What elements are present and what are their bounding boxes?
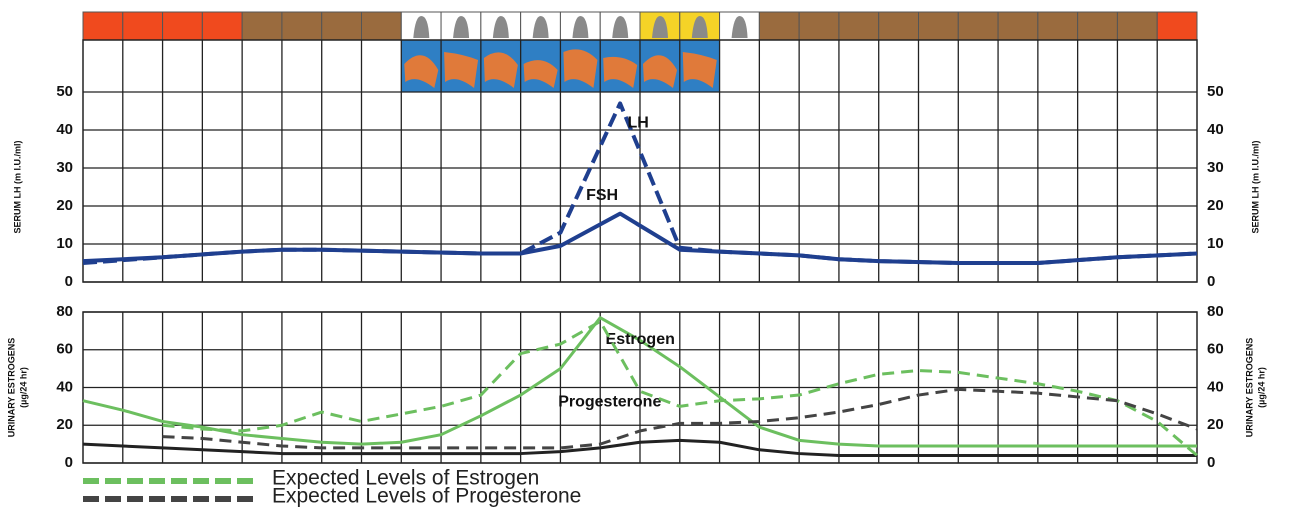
y2-tick-label: 10 [1207,235,1224,252]
phase-cell [758,11,800,41]
phase-icon [453,16,470,38]
y2-tick-label: 80 [1207,303,1224,320]
phase-icon [492,16,509,38]
phase-image-shape [404,55,439,88]
series-line [162,319,1198,457]
y-axis-label: URINARY ESTROGENS [6,338,16,438]
y2-axis-label: URINARY ESTROGENS [1244,338,1254,438]
y2-tick-label: 50 [1207,83,1224,100]
series-line [82,211,1198,265]
phase-cell [201,11,243,41]
phase-cell [122,11,164,41]
phase-icon [652,16,668,38]
phase-icon [572,16,589,38]
phase-cell [878,11,920,41]
y2-tick-label: 0 [1207,273,1215,290]
series-label: FSH [586,187,618,204]
y-tick-label: 0 [65,273,73,290]
y-axis-label: SERUM LH (m I.U./ml) [12,140,22,233]
phase-icon [612,16,629,38]
phase-image-shape [682,52,717,88]
phase-cell [1037,11,1079,41]
y-tick-label: 60 [56,341,73,358]
series-label: Progesterone [558,394,661,411]
phase-cell [997,11,1039,41]
y2-tick-label: 20 [1207,416,1224,433]
phase-image-shape [563,49,598,88]
y2-tick-label: 20 [1207,197,1224,214]
phase-cell [838,11,880,41]
phase-icon [731,16,748,38]
series-line [162,387,1198,450]
y2-tick-label: 60 [1207,341,1224,358]
phase-icon [691,16,708,38]
phase-cell [82,11,124,41]
phase-cell [1156,11,1198,41]
phase-image-shape [603,56,638,88]
phase-icon [532,16,549,38]
y-axis-label: (µg/24 hr) [18,367,28,408]
phase-cell [918,11,959,41]
y2-tick-label: 0 [1207,454,1215,471]
phase-icon [413,16,430,38]
series-line [82,316,1197,448]
phase-image-shape [444,52,479,88]
y2-axis-label: (µg/24 hr) [1256,367,1266,408]
phase-cell [1077,11,1118,41]
phase-cell [1116,11,1158,41]
phase-cell [957,11,999,41]
y-tick-label: 30 [56,159,73,176]
y2-axis-label: SERUM LH (m I.U./ml) [1250,140,1260,233]
legend-label: Expected Levels of Progesterone [272,485,581,508]
y-tick-label: 0 [65,454,73,471]
y-tick-label: 20 [56,416,73,433]
y-tick-label: 50 [56,83,73,100]
phase-image-shape [523,60,558,88]
y-tick-label: 40 [56,121,73,138]
y2-tick-label: 40 [1207,121,1224,138]
phase-cell [241,11,283,41]
y-tick-label: 20 [56,197,73,214]
phase-cell [361,11,402,41]
phase-cell [281,11,323,41]
y-tick-label: 40 [56,378,73,395]
phase-image-shape [483,52,518,88]
y-tick-label: 80 [56,303,73,320]
legend-label: Expected Levels of Estrogen [272,467,539,490]
y2-tick-label: 40 [1207,378,1224,395]
phase-cell [162,11,203,41]
y2-tick-label: 30 [1207,159,1224,176]
phase-cell [321,11,363,41]
phase-image-shape [643,55,677,88]
series-label: LH [627,115,648,132]
phase-cell [798,11,840,41]
series-line [82,438,1197,457]
y-tick-label: 10 [56,235,73,252]
series-label: Estrogen [606,331,675,348]
